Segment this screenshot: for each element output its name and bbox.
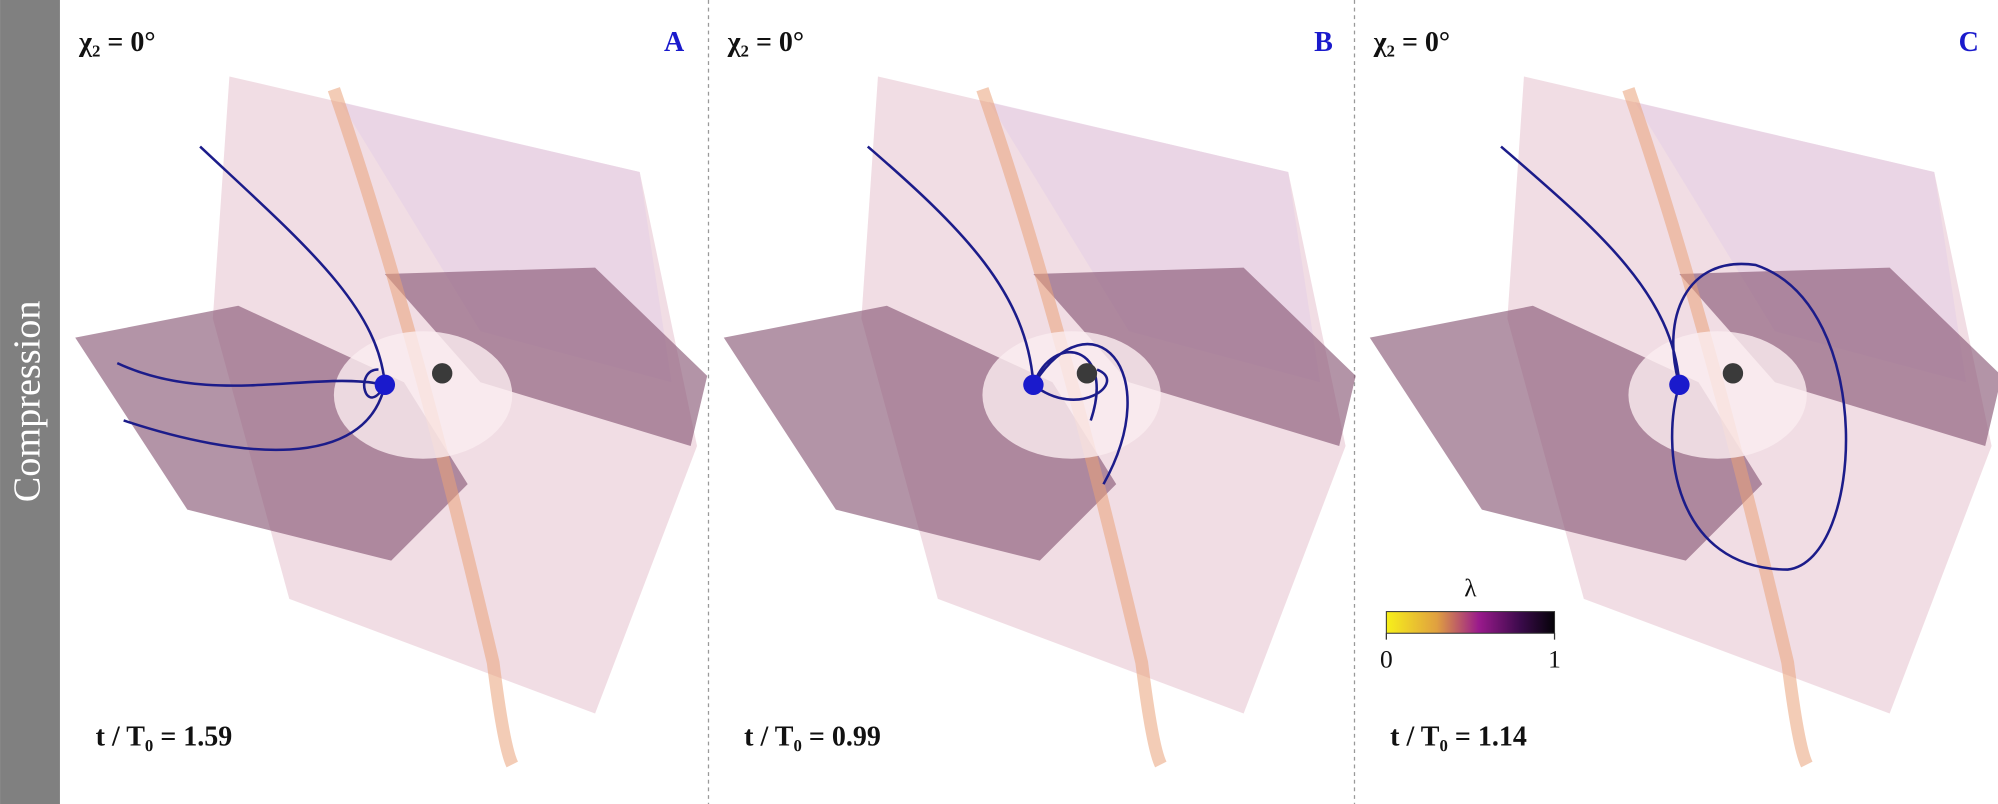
panel-letter: C (1959, 27, 1979, 58)
time-label: t / T₀ = 0.99 (744, 721, 881, 752)
panel-letter: B (1314, 27, 1333, 58)
colorbar-label: λ (1464, 573, 1477, 602)
angle-label: χ₂ = 0° (727, 27, 805, 58)
trajectory (1500, 145, 1848, 571)
panel: χ₂ = 0° At / T₀ = 1.59 (75, 27, 708, 768)
primary-body (1023, 374, 1044, 395)
core (982, 331, 1161, 459)
sidebar (0, 0, 60, 804)
band-right (384, 267, 708, 446)
secondary-body (1722, 363, 1744, 384)
streak (976, 87, 1167, 768)
primary-body (374, 374, 396, 395)
sidebar-label: Compression (6, 301, 48, 503)
secondary-body (1076, 363, 1098, 384)
streak (1622, 87, 1813, 768)
angle-label: χ₂ = 0° (1373, 27, 1451, 58)
secondary-body (431, 363, 453, 384)
band-right (1033, 267, 1356, 446)
colorbar-gradient (1385, 611, 1556, 634)
band-right (1679, 267, 1998, 446)
core (333, 331, 513, 459)
primary-body (1669, 374, 1690, 395)
time-label: t / T₀ = 1.14 (1390, 721, 1527, 752)
colorbar: λ 0 1 (1380, 573, 1561, 673)
time-label: t / T₀ = 1.59 (96, 721, 233, 752)
trajectory (116, 145, 387, 452)
panel: χ₂ = 0° Ct / T₀ = 1.14 (1369, 27, 1998, 768)
panel: χ₂ = 0° Bt / T₀ = 0.99 (723, 27, 1356, 768)
streak (327, 87, 519, 768)
colorbar-tick-label: 1 (1548, 645, 1561, 674)
panel-letter: A (664, 27, 685, 58)
core (1628, 331, 1807, 459)
colorbar-tick-label: 0 (1380, 645, 1393, 674)
angle-label: χ₂ = 0° (78, 27, 156, 58)
